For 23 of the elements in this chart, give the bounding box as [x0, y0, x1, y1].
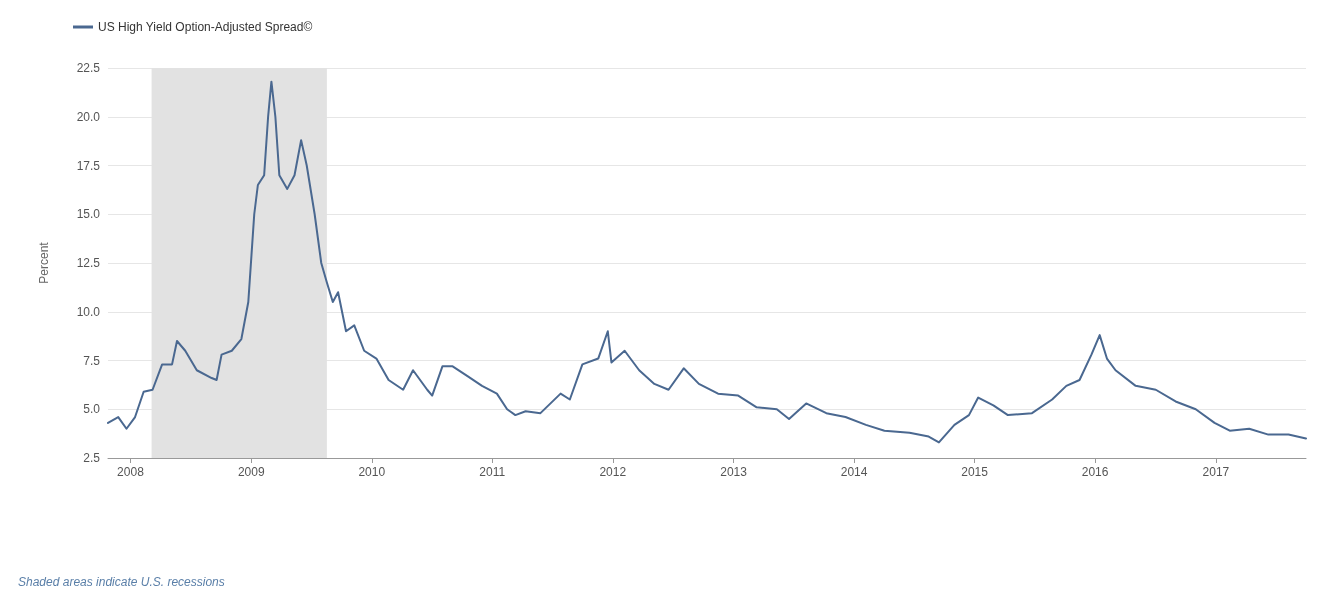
- x-tick-label: 2015: [961, 465, 989, 479]
- line-series: [107, 80, 1307, 444]
- y-tick-label: 15.0: [76, 207, 101, 222]
- y-tick-label: 20.0: [76, 109, 101, 124]
- y-tick-label: 5.0: [83, 402, 101, 417]
- x-tick-label: 2013: [720, 465, 748, 479]
- legend-label: US High Yield Option-Adjusted Spread©: [98, 20, 313, 34]
- x-tick-label: 2012: [599, 465, 627, 479]
- y-tick-label: 2.5: [83, 451, 101, 465]
- y-tick-label: 12.5: [76, 256, 101, 270]
- y-tick-label: 10.0: [76, 304, 101, 319]
- text: Shaded areas indicate U.S. recessions: [18, 575, 225, 589]
- x-tick-label: 2017: [1202, 465, 1230, 479]
- x-tick-label: 2011: [479, 465, 506, 479]
- x-tick-label: 2016: [1081, 465, 1109, 479]
- y-tick-label: 17.5: [76, 158, 101, 173]
- x-tick-label: 2010: [358, 465, 386, 479]
- y-tick-label: 7.5: [83, 353, 101, 368]
- y-tick-label: 22.5: [76, 61, 101, 75]
- x-tick-label: 2009: [237, 465, 265, 479]
- x-tick-label: 2014: [840, 465, 868, 479]
- x-tick-label: 2008: [117, 465, 145, 479]
- y-axis-title: Percent: [37, 241, 51, 284]
